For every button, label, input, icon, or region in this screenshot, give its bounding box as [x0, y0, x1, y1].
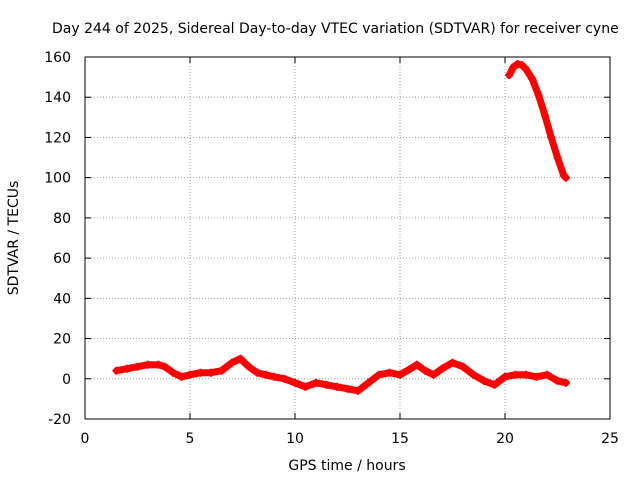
data-point [543, 370, 551, 379]
data-point [532, 372, 541, 381]
data-point [375, 370, 383, 379]
data-point [123, 364, 131, 373]
x-tick-label: 25 [601, 431, 619, 447]
data-point [553, 376, 562, 385]
y-tick-label: 160 [44, 50, 71, 66]
data-point [561, 173, 570, 182]
data-point [301, 382, 310, 391]
y-tick-label: 40 [53, 291, 71, 307]
data-point [385, 368, 394, 377]
data-point [169, 368, 178, 377]
data-point [112, 366, 121, 375]
data-point [236, 354, 245, 363]
data-point [534, 91, 543, 100]
data-point [322, 380, 331, 389]
y-axis-label: SDTVAR / TECUs [6, 181, 22, 296]
y-tick-label: 80 [53, 211, 71, 227]
data-point [312, 378, 320, 387]
plot-frame [84, 56, 611, 420]
y-tick-label: 100 [44, 171, 71, 187]
x-tick-label: 20 [496, 431, 514, 447]
data-point [459, 362, 467, 371]
data-point [561, 378, 570, 387]
x-axis-label: GPS time / hours [288, 458, 405, 474]
data-point [438, 364, 446, 373]
data-point [333, 382, 341, 391]
data-point [270, 372, 278, 381]
data-point [144, 360, 152, 369]
data-point [217, 366, 226, 375]
data-point [547, 133, 556, 142]
y-tick-label: -20 [48, 412, 71, 428]
y-tick-label: 60 [53, 251, 71, 267]
data-point [429, 370, 438, 379]
data-point [186, 370, 194, 379]
data-point [522, 65, 530, 74]
data-point [509, 63, 518, 72]
data-point [244, 362, 253, 371]
data-point [196, 368, 205, 377]
data-point [540, 111, 549, 120]
data-point [343, 384, 352, 393]
data-point [364, 378, 373, 387]
data-point [490, 380, 499, 389]
y-tick-label: 20 [53, 332, 71, 348]
x-tick-label: 10 [286, 431, 304, 447]
data-point [421, 366, 430, 375]
data-point [261, 370, 270, 379]
data-point [528, 75, 537, 84]
data-point [412, 360, 421, 369]
grid-lines [85, 57, 610, 419]
data-point [133, 362, 142, 371]
data-point [469, 370, 478, 379]
data-point [513, 60, 522, 69]
data-point [291, 378, 299, 387]
chart-title: Day 244 of 2025, Sidereal Day-to-day VTE… [52, 21, 619, 37]
y-tick-label: 120 [44, 130, 71, 146]
x-tick-label: 15 [391, 431, 409, 447]
y-tick-label: 140 [44, 90, 71, 106]
axis-ticks: 0 5 10 15 20 25 -20 0 20 40 60 80 100 120 140 160 [44, 50, 619, 447]
x-tick-label: 5 [186, 431, 195, 447]
data-point [505, 71, 514, 80]
data-point [480, 376, 488, 385]
data-point [354, 386, 362, 395]
data-point [448, 358, 457, 367]
data-point [207, 368, 215, 377]
data-point [280, 374, 289, 383]
data-series [112, 60, 570, 395]
y-tick-label: 0 [62, 372, 71, 388]
data-point [522, 370, 530, 379]
data-point [396, 370, 404, 379]
data-point [501, 372, 509, 381]
x-tick-label: 0 [81, 431, 90, 447]
data-point [511, 370, 520, 379]
data-point [406, 364, 415, 373]
data-point [553, 153, 562, 162]
data-point [160, 362, 169, 371]
data-point [253, 368, 262, 377]
data-point [228, 358, 236, 367]
series-line-0 [113, 355, 570, 395]
data-point [154, 360, 163, 369]
data-point [177, 372, 186, 381]
data-point [517, 61, 526, 70]
